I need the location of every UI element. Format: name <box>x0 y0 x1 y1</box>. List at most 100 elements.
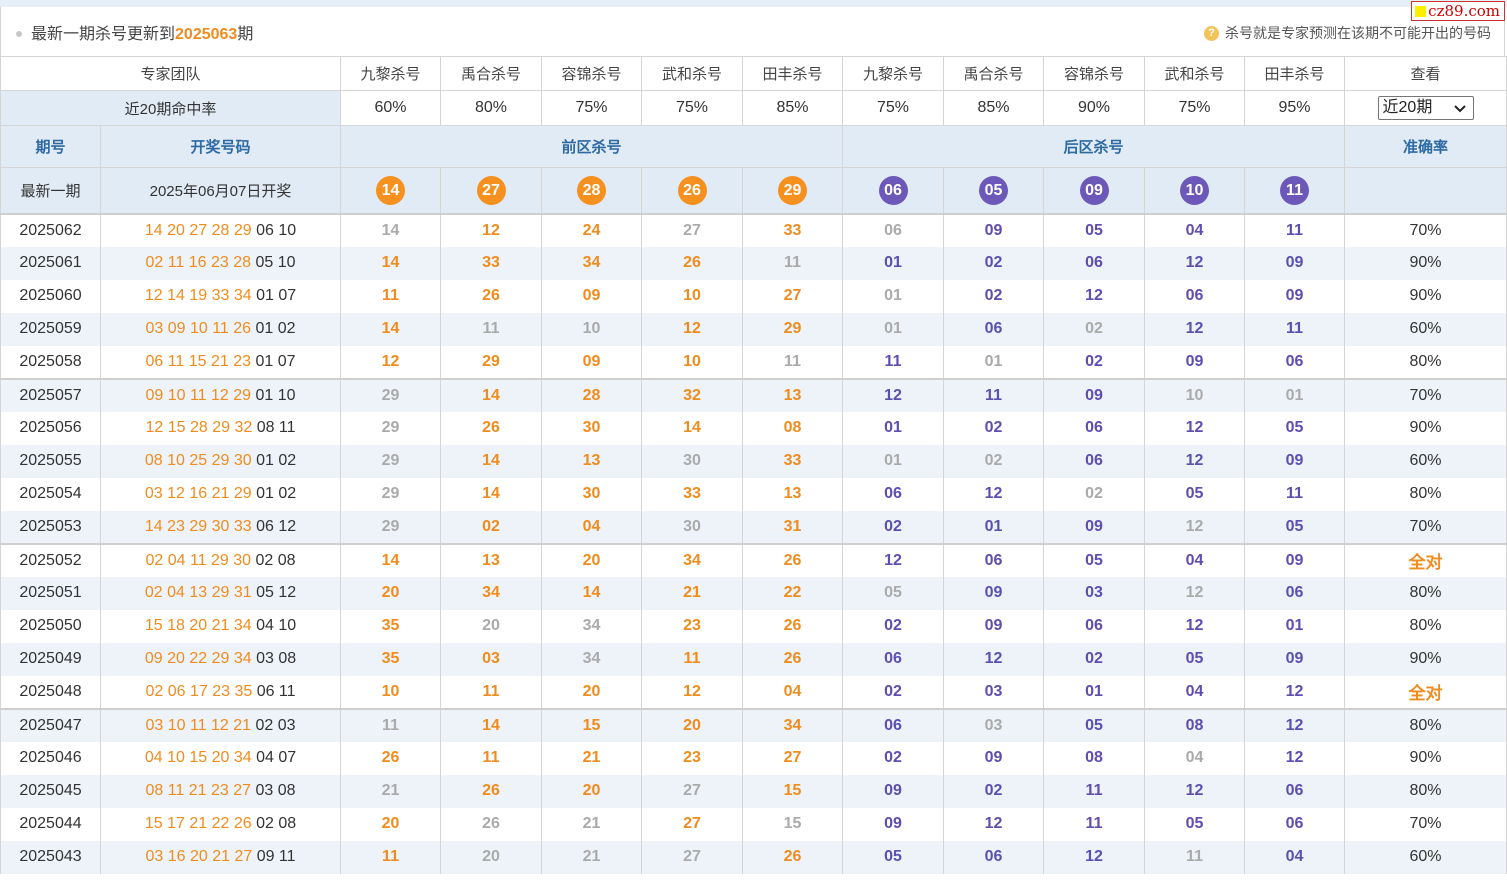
front-kill-number: 31 <box>742 510 844 544</box>
draw-numbers: 15 17 21 22 26 02 08 <box>99 807 342 841</box>
front-kill-number: 26 <box>742 642 844 676</box>
draw-front-numbers: 08 10 25 29 30 <box>144 452 252 469</box>
expert-name: 容锦杀号 <box>1043 56 1146 91</box>
back-kill-number: 02 <box>842 741 945 775</box>
issue-number: 2025057 <box>0 377 101 412</box>
draw-back-numbers: 04 10 <box>256 617 297 634</box>
latest-back-kill-cell: 09 <box>1043 167 1146 215</box>
back-kill-number: 05 <box>1043 707 1146 742</box>
draw-front-numbers: 03 10 11 12 21 <box>145 716 252 734</box>
back-kill-number: 11 <box>1244 312 1346 346</box>
table-row: 2025047 03 10 11 12 21 02 03 11 14 15 20 34 06 0… <box>0 707 1507 742</box>
back-kill-number: 01 <box>842 444 945 478</box>
back-kill-number: 12 <box>1244 741 1346 775</box>
draw-numbers: 15 18 20 21 34 04 10 <box>99 609 342 643</box>
draw-front-numbers: 02 11 16 23 28 <box>145 254 252 271</box>
front-kill-number: 03 <box>440 642 543 676</box>
latest-label: 最新一期 <box>0 167 101 215</box>
front-kill-number: 11 <box>340 840 442 874</box>
chevron-down-icon <box>1453 97 1466 119</box>
draw-front-numbers: 03 16 20 21 27 <box>145 848 253 865</box>
back-kill-number: 12 <box>1144 510 1246 544</box>
column-header-row: 期号 开奖号码 前区杀号 后区杀号 准确率 <box>0 125 1507 168</box>
back-kill-number: 02 <box>943 411 1045 445</box>
hit-rate-value: 85% <box>943 90 1045 126</box>
top-strip <box>0 0 1507 7</box>
period-select[interactable]: 近20期 <box>1377 96 1474 120</box>
back-kill-number: 04 <box>1144 213 1246 247</box>
table-row: 2025052 02 04 11 29 30 02 08 14 13 20 34 26 12 0… <box>0 542 1507 577</box>
front-kill-ball: 27 <box>476 175 506 205</box>
back-kill-number: 09 <box>1244 279 1346 313</box>
front-kill-number: 26 <box>742 609 844 643</box>
draw-front-numbers: 15 18 20 21 34 <box>144 617 252 634</box>
issue-number: 2025056 <box>0 411 101 445</box>
back-kill-number: 06 <box>1244 576 1346 610</box>
expert-name: 武和杀号 <box>1144 56 1246 91</box>
draw-numbers: 02 06 17 23 35 06 11 <box>99 675 342 709</box>
expert-name: 田丰杀号 <box>1244 56 1346 91</box>
back-kill-number: 09 <box>1244 444 1346 478</box>
back-kill-number: 12 <box>842 377 945 412</box>
issue-number: 2025060 <box>0 279 101 313</box>
table-row: 2025058 06 11 15 21 23 01 07 12 29 09 10 11 11 0… <box>0 345 1507 379</box>
accuracy-value: 90% <box>1344 411 1507 445</box>
draw-numbers: 02 04 13 29 31 05 12 <box>99 576 342 610</box>
help-question-icon[interactable]: ? <box>1204 25 1219 41</box>
note-text: 杀号就是专家预测在该期不可能开出的号码 <box>1225 25 1491 41</box>
hit-rate-value: 75% <box>842 90 945 126</box>
front-kill-number: 34 <box>742 707 844 742</box>
table-row: 2025050 15 18 20 21 34 04 10 35 20 34 23 26 02 0… <box>0 609 1507 643</box>
back-kill-number: 12 <box>842 542 945 577</box>
front-kill-number: 29 <box>340 510 442 544</box>
table-row: 2025057 09 10 11 12 29 01 10 29 14 28 32 13 12 1… <box>0 377 1507 412</box>
site-logo[interactable]: cz89.com <box>1411 1 1505 21</box>
kill-number-table: 专家团队 九黎杀号 禹合杀号 容锦杀号 武和杀号 田丰杀号 九黎杀号 禹合杀号 容锦杀号 武和杀… <box>0 56 1507 874</box>
front-kill-number: 34 <box>541 642 643 676</box>
issue-number: 2025055 <box>0 444 101 478</box>
front-kill-number: 35 <box>340 642 442 676</box>
front-kill-number: 20 <box>541 675 643 709</box>
back-kill-number: 04 <box>1244 840 1346 874</box>
front-kill-number: 21 <box>541 840 643 874</box>
front-kill-number: 13 <box>742 477 844 511</box>
title-suffix: 期 <box>237 26 254 43</box>
back-kill-number: 02 <box>1043 477 1146 511</box>
front-kill-ball: 29 <box>778 175 808 205</box>
accuracy-value: 70% <box>1344 213 1507 247</box>
back-kill-number: 12 <box>1144 444 1246 478</box>
draw-back-numbers: 02 03 <box>255 716 296 734</box>
front-kill-number: 30 <box>541 477 643 511</box>
back-kill-number: 06 <box>842 642 945 676</box>
back-kill-number: 05 <box>842 576 945 610</box>
draw-numbers: 03 09 10 11 26 01 02 <box>99 312 342 346</box>
back-kill-number: 02 <box>1043 345 1146 379</box>
draw-back-numbers: 09 11 <box>256 848 296 865</box>
back-kill-number: 06 <box>943 542 1045 577</box>
back-kill-ball: 09 <box>1079 175 1109 205</box>
front-kill-number: 34 <box>541 246 643 280</box>
back-kill-number: 12 <box>1043 279 1146 313</box>
front-kill-number: 11 <box>340 707 442 742</box>
hit-rate-value: 95% <box>1244 90 1346 126</box>
back-kill-number: 12 <box>1244 707 1346 742</box>
logo-text: cz89.com <box>1428 2 1500 20</box>
draw-back-numbers: 04 07 <box>256 749 297 766</box>
expert-name: 田丰杀号 <box>742 56 844 91</box>
expert-name: 九黎杀号 <box>340 56 442 91</box>
hit-rate-label: 近20期命中率 <box>0 90 342 126</box>
back-kill-number: 11 <box>842 345 945 379</box>
front-kill-number: 11 <box>742 345 844 379</box>
table-row: 2025056 12 15 28 29 32 08 11 29 26 30 14 08 01 0… <box>0 411 1507 445</box>
front-kill-number: 11 <box>742 246 844 280</box>
front-kill-number: 11 <box>440 675 543 709</box>
issue-number: 2025054 <box>0 477 101 511</box>
draw-front-numbers: 14 23 29 30 33 <box>144 517 252 535</box>
draw-numbers: 14 20 27 28 29 06 10 <box>99 213 342 247</box>
back-kill-number: 09 <box>943 576 1045 610</box>
hit-rate-value: 85% <box>742 90 844 126</box>
front-kill-number: 11 <box>440 312 543 346</box>
table-row: 2025062 14 20 27 28 29 06 10 14 12 24 27 33 06 0… <box>0 213 1507 247</box>
back-kill-number: 12 <box>1144 246 1246 280</box>
issue-number: 2025051 <box>0 576 101 610</box>
